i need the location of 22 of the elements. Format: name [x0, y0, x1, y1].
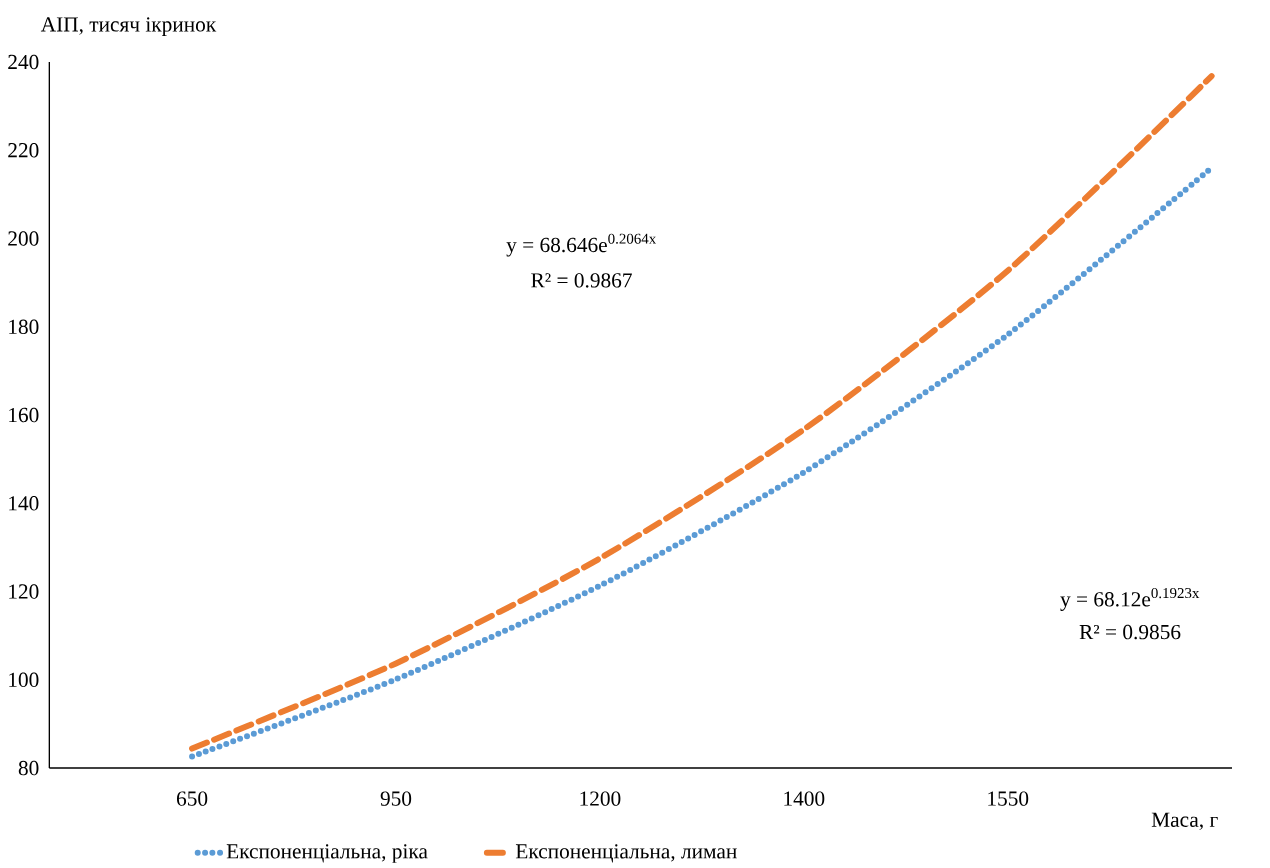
legend-label: Експоненціальна, ріка: [226, 844, 428, 863]
x-tick-label: 1400: [784, 791, 825, 806]
y-tick-label: 220: [8, 143, 39, 158]
y-axis-title: АІП, тисяч ікринок: [40, 17, 217, 36]
annotation: R² = 0.9856: [1079, 624, 1181, 640]
annotation: y = 68.12e$^{0.1923x}$: [1060, 587, 1200, 611]
y-tick-label: 240: [8, 54, 39, 70]
y-tick-label: 80: [18, 760, 39, 776]
y-tick-label: 140: [9, 496, 39, 511]
x-tick-label: 650: [176, 791, 208, 806]
legend-label: Експоненціальна, лиман: [515, 844, 737, 863]
annotation: R² = 0.9867: [531, 273, 632, 288]
x-tick-label: 950: [380, 791, 412, 806]
x-axis-title: Маса, г: [1151, 812, 1218, 830]
y-tick-label: 100: [9, 672, 39, 687]
y-tick-label: 120: [9, 584, 39, 599]
y-tick-label: 180: [9, 319, 39, 334]
y-tick-label: 160: [9, 407, 39, 423]
y-tick-label: 200: [8, 231, 39, 246]
x-tick-label: 1550: [988, 791, 1029, 806]
x-tick-label: 1200: [580, 791, 621, 806]
annotation: y = 68.646e$^{0.2064x}$: [506, 233, 657, 257]
